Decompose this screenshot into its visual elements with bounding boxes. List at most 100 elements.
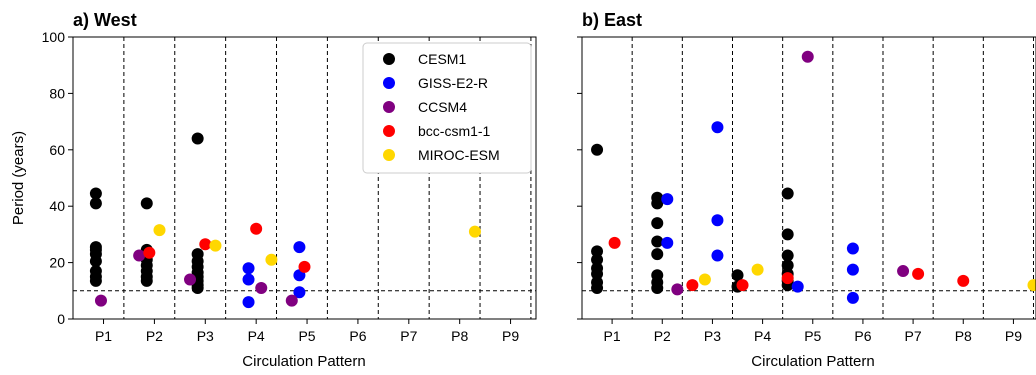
- point-giss-e2-r: [242, 296, 255, 309]
- x-tick-label: P2: [146, 328, 163, 344]
- point-cesm1: [591, 267, 604, 280]
- point-bcc-csm1-1: [250, 222, 263, 235]
- point-ccsm4: [255, 281, 268, 294]
- x-tick-label: P7: [400, 328, 417, 344]
- point-bcc-csm1-1: [957, 274, 970, 287]
- y-tick-label: 100: [42, 29, 66, 45]
- point-giss-e2-r: [242, 273, 255, 286]
- pattern-divider-lines: [631, 37, 1034, 319]
- point-cesm1: [781, 228, 794, 241]
- legend-marker-ccsm4: [383, 101, 395, 113]
- x-tick-label: P9: [1005, 328, 1022, 344]
- point-cesm1: [781, 249, 794, 262]
- x-tick-label: P9: [502, 328, 519, 344]
- y-tick-label: 80: [49, 85, 65, 101]
- point-miroc-esm: [468, 225, 481, 238]
- point-miroc-esm: [1027, 279, 1036, 292]
- point-cesm1: [651, 281, 664, 294]
- pattern-divider-lines: [123, 37, 532, 319]
- legend-label-cesm1: CESM1: [418, 51, 466, 67]
- legend-marker-cesm1: [383, 53, 395, 65]
- point-cesm1: [89, 274, 102, 287]
- panel-title-east: b) East: [582, 10, 642, 30]
- x-tick-label: P4: [754, 328, 771, 344]
- x-axis-ticks: P1 P2 P3 P4 P5 P6 P7 P8 P9: [604, 319, 1022, 344]
- point-cesm1: [140, 197, 153, 210]
- point-cesm1: [591, 281, 604, 294]
- y-axis-ticks: [577, 36, 582, 320]
- point-cesm1: [591, 253, 604, 266]
- point-ccsm4: [897, 265, 910, 278]
- point-giss-e2-r: [661, 193, 674, 206]
- point-cesm1: [140, 274, 153, 287]
- legend-items: CESM1 GISS-E2-R CCSM4 bcc-csm1-1 MIROC-ESM: [383, 51, 500, 163]
- point-cesm1: [651, 235, 664, 248]
- point-giss-e2-r: [293, 241, 306, 254]
- point-bcc-csm1-1: [143, 246, 156, 259]
- point-ccsm4: [133, 249, 146, 262]
- y-tick-label: 40: [49, 198, 65, 214]
- point-cesm1: [191, 281, 204, 294]
- point-cesm1: [89, 255, 102, 268]
- x-tick-label: P1: [604, 328, 621, 344]
- panel-east: b) East P1 P2 P3 P4 P5 P6 P7 P8 P9 Circulation P…: [577, 10, 1036, 370]
- x-tick-label: P5: [298, 328, 315, 344]
- plot-frame: [72, 36, 537, 320]
- y-axis-label: Period (years): [10, 131, 27, 225]
- point-cesm1: [89, 197, 102, 210]
- point-bcc-csm1-1: [199, 238, 212, 251]
- legend-marker-miroc-esm: [383, 149, 395, 161]
- legend-label-giss-e2-r: GISS-E2-R: [418, 75, 488, 91]
- x-tick-label: P4: [248, 328, 265, 344]
- plot-frame: [581, 36, 1036, 320]
- y-tick-label: 0: [57, 311, 65, 327]
- data-points: [591, 50, 1036, 304]
- point-giss-e2-r: [791, 280, 804, 293]
- x-axis-label: Circulation Pattern: [242, 353, 365, 370]
- x-tick-label: P3: [197, 328, 214, 344]
- point-cesm1: [191, 132, 204, 145]
- point-ccsm4: [671, 283, 684, 296]
- point-miroc-esm: [265, 253, 278, 266]
- x-tick-label: P1: [95, 328, 112, 344]
- x-tick-label: P6: [854, 328, 871, 344]
- panel-title-west: a) West: [73, 10, 137, 30]
- x-axis-label: Circulation Pattern: [751, 353, 874, 370]
- point-giss-e2-r: [711, 249, 724, 262]
- point-cesm1: [89, 187, 102, 200]
- point-giss-e2-r: [711, 121, 724, 134]
- point-giss-e2-r: [846, 263, 859, 276]
- y-tick-label: 20: [49, 255, 65, 271]
- x-tick-label: P3: [704, 328, 721, 344]
- point-bcc-csm1-1: [736, 279, 749, 292]
- y-axis-ticks: 0 20 40 60 80 100: [42, 29, 73, 327]
- x-tick-label: P6: [349, 328, 366, 344]
- point-cesm1: [591, 143, 604, 156]
- data-points: [89, 132, 481, 309]
- point-cesm1: [651, 197, 664, 210]
- x-tick-label: P8: [451, 328, 468, 344]
- x-tick-label: P2: [654, 328, 671, 344]
- point-cesm1: [651, 248, 664, 261]
- point-bcc-csm1-1: [686, 279, 699, 292]
- point-giss-e2-r: [846, 242, 859, 255]
- legend-label-ccsm4: CCSM4: [418, 99, 467, 115]
- legend-label-bcc-csm1-1: bcc-csm1-1: [418, 123, 491, 139]
- x-tick-label: P5: [804, 328, 821, 344]
- point-giss-e2-r: [846, 291, 859, 304]
- y-tick-label: 60: [49, 142, 65, 158]
- point-bcc-csm1-1: [781, 272, 794, 285]
- legend-label-miroc-esm: MIROC-ESM: [418, 147, 500, 163]
- point-miroc-esm: [209, 239, 222, 252]
- x-axis-ticks: P1 P2 P3 P4 P5 P6 P7 P8 P9: [95, 319, 519, 344]
- point-ccsm4: [801, 50, 814, 63]
- point-cesm1: [781, 187, 794, 200]
- point-giss-e2-r: [711, 214, 724, 227]
- point-bcc-csm1-1: [298, 260, 311, 273]
- point-cesm1: [781, 259, 794, 272]
- legend: CESM1 GISS-E2-R CCSM4 bcc-csm1-1 MIROC-ESM: [362, 42, 532, 174]
- point-ccsm4: [184, 273, 197, 286]
- x-tick-label: P7: [905, 328, 922, 344]
- point-miroc-esm: [751, 263, 764, 276]
